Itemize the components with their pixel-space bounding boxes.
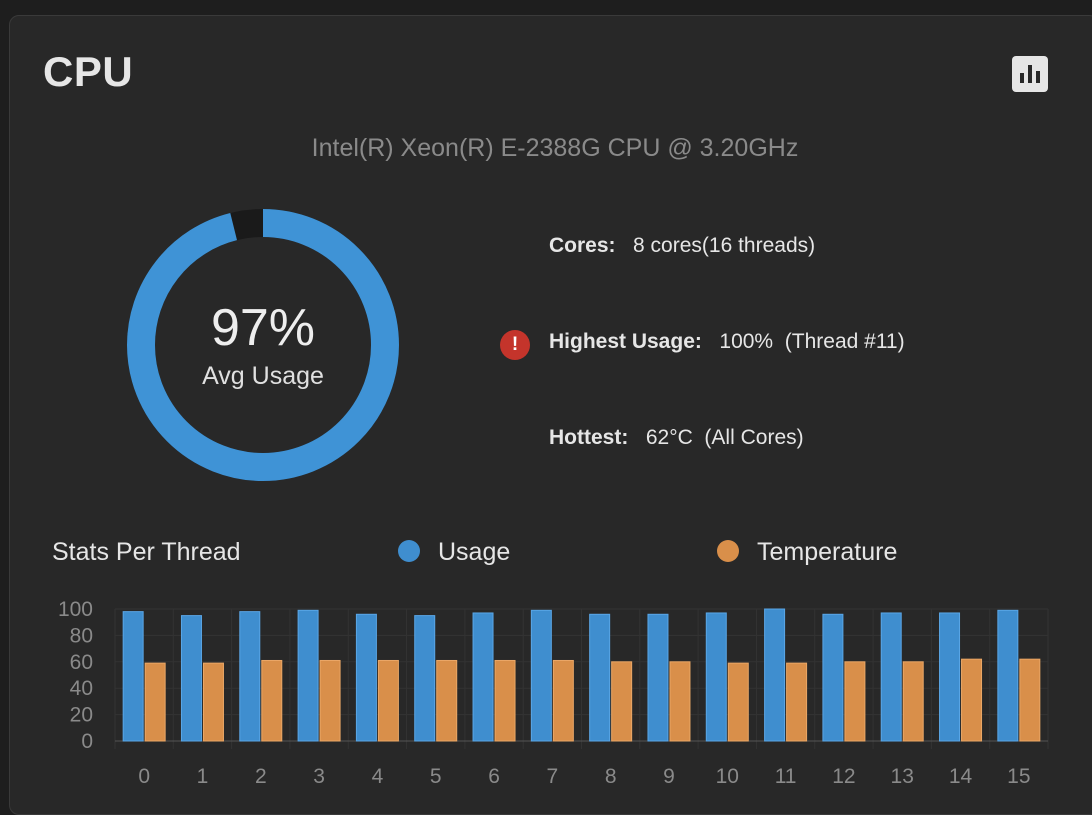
y-tick-label: 100: [58, 598, 93, 621]
usage-bar-6: [472, 612, 494, 742]
stats-per-thread-title: Stats Per Thread: [52, 538, 241, 566]
temperature-bar-14: [961, 658, 983, 742]
temperature-bar-11: [786, 662, 808, 742]
usage-bar-8: [589, 613, 611, 742]
temperature-bar-2: [261, 659, 283, 742]
x-tick-label: 2: [255, 765, 267, 788]
temperature-bar-1: [202, 662, 224, 742]
legend-temperature-label[interactable]: Temperature: [757, 538, 898, 566]
usage-bar-10: [705, 612, 727, 742]
x-tick-label: 9: [663, 765, 675, 788]
y-tick-label: 20: [70, 704, 93, 727]
temperature-bar-10: [727, 662, 749, 742]
x-tick-label: 8: [605, 765, 617, 788]
highest-usage-value: 100% (Thread #11): [719, 330, 905, 353]
x-tick-label: 7: [547, 765, 559, 788]
hottest-value: 62°C (All Cores): [645, 426, 804, 449]
hottest-stat: Hottest: 62°C (All Cores): [549, 426, 804, 450]
x-tick-label: 15: [1007, 765, 1030, 788]
x-tick-label: 3: [313, 765, 325, 788]
temperature-bar-0: [144, 662, 166, 742]
temperature-bar-3: [319, 659, 341, 742]
usage-bar-11: [764, 608, 786, 742]
bar-chart-icon[interactable]: [1012, 56, 1048, 92]
legend-temperature-dot: [717, 540, 739, 562]
usage-bar-7: [530, 609, 552, 742]
usage-bar-13: [880, 612, 902, 742]
temperature-bar-12: [844, 661, 866, 742]
x-tick-label: 1: [197, 765, 209, 788]
usage-bar-0: [122, 611, 144, 742]
avg-usage-gauge: [127, 209, 399, 481]
usage-bar-12: [822, 613, 844, 742]
avg-usage-value: 97%: [210, 299, 316, 357]
gauge-arc: [127, 209, 399, 481]
x-tick-label: 0: [138, 765, 150, 788]
usage-bar-3: [297, 609, 319, 742]
temperature-bar-9: [669, 661, 691, 742]
exclamation-icon: !: [500, 330, 530, 360]
highest-usage-label: Highest Usage:: [549, 330, 702, 353]
legend-usage-label[interactable]: Usage: [438, 538, 511, 566]
card-title: CPU: [43, 48, 134, 95]
x-tick-label: 6: [488, 765, 500, 788]
usage-bar-9: [647, 613, 669, 742]
cpu-model: Intel(R) Xeon(R) E-2388G CPU @ 3.20GHz: [311, 134, 799, 162]
usage-bar-1: [180, 615, 202, 742]
x-tick-label: 5: [430, 765, 442, 788]
x-tick-label: 10: [716, 765, 739, 788]
usage-bar-2: [239, 611, 261, 742]
usage-bar-15: [997, 609, 1019, 742]
x-tick-label: 4: [372, 765, 384, 788]
temperature-bar-15: [1019, 658, 1041, 742]
usage-bar-5: [414, 615, 436, 742]
temperature-bar-4: [377, 659, 399, 742]
hottest-label: Hottest:: [549, 426, 629, 449]
y-tick-label: 60: [70, 651, 93, 674]
x-tick-label: 11: [775, 765, 797, 788]
y-tick-label: 40: [70, 677, 93, 700]
cores-value: 8 cores(16 threads): [633, 234, 816, 257]
usage-bar-14: [939, 612, 961, 742]
x-tick-label: 12: [832, 765, 855, 788]
legend-usage-dot: [398, 540, 420, 562]
y-tick-label: 80: [70, 624, 93, 647]
avg-usage-label: Avg Usage: [202, 362, 324, 390]
temperature-bar-8: [611, 661, 633, 742]
x-tick-label: 14: [949, 765, 973, 788]
cpu-card: CPU Intel(R) Xeon(R) E-2388G CPU @ 3.20G…: [9, 15, 1092, 815]
usage-bar-4: [355, 613, 377, 742]
cores-label: Cores:: [549, 234, 616, 257]
cores-stat: Cores: 8 cores(16 threads): [549, 234, 815, 258]
highest-usage-stat: Highest Usage: 100% (Thread #11): [549, 330, 905, 354]
temperature-bar-13: [902, 661, 924, 742]
x-tick-label: 13: [891, 765, 914, 788]
temperature-bar-5: [436, 659, 458, 742]
temperature-bar-6: [494, 659, 516, 742]
temperature-bar-7: [552, 659, 574, 742]
y-tick-label: 0: [81, 730, 93, 753]
